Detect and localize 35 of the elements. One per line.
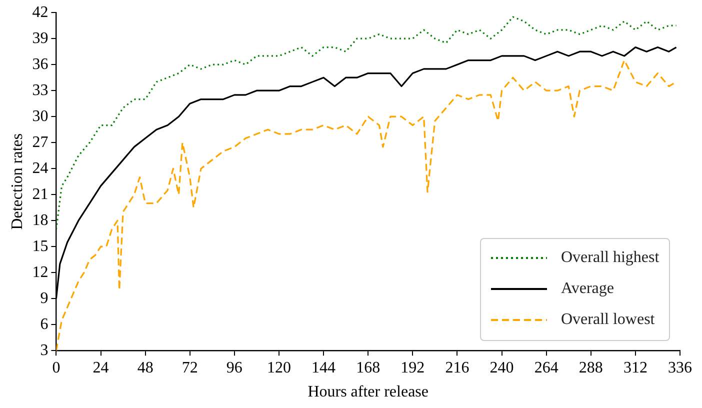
line-series (56, 16, 678, 230)
y-tick-label: 6 (40, 316, 48, 333)
y-tick-label: 36 (32, 56, 48, 73)
y-tick-label: 39 (32, 30, 48, 47)
y-tick-label: 15 (32, 238, 48, 255)
x-tick-label: 288 (578, 359, 603, 376)
x-tick-label: 72 (182, 359, 198, 376)
x-tick-label: 0 (52, 359, 60, 376)
y-tick-label: 3 (40, 342, 48, 359)
x-tick-label: 216 (445, 359, 470, 376)
legend-label: Overall highest (561, 249, 660, 268)
x-tick-label: 312 (623, 359, 648, 376)
y-tick-label: 33 (32, 82, 48, 99)
x-tick-label: 192 (400, 359, 425, 376)
x-tick-label: 120 (266, 359, 291, 376)
x-tick-label: 336 (668, 359, 692, 376)
x-tick-label: 168 (356, 359, 380, 376)
x-tick-label: 96 (226, 359, 242, 376)
y-tick-label: 9 (40, 290, 48, 307)
legend-label: Average (561, 280, 614, 298)
x-tick-label: 48 (137, 359, 154, 376)
x-axis-title: Hours after release (308, 384, 429, 401)
x-tick-label: 144 (312, 359, 336, 376)
y-tick-label: 21 (32, 186, 48, 203)
x-tick-label: 24 (92, 359, 109, 376)
legend-label: Overall lowest (561, 311, 655, 330)
y-tick-label: 27 (32, 134, 48, 151)
y-tick-label: 30 (32, 108, 48, 125)
y-tick-label: 12 (32, 264, 48, 281)
y-tick-label: 42 (32, 4, 48, 21)
x-tick-label: 264 (534, 359, 558, 376)
x-tick-label: 240 (490, 359, 514, 376)
y-tick-label: 18 (32, 212, 48, 229)
y-axis-title: Detection rates (8, 133, 26, 230)
y-tick-label: 24 (32, 160, 48, 177)
